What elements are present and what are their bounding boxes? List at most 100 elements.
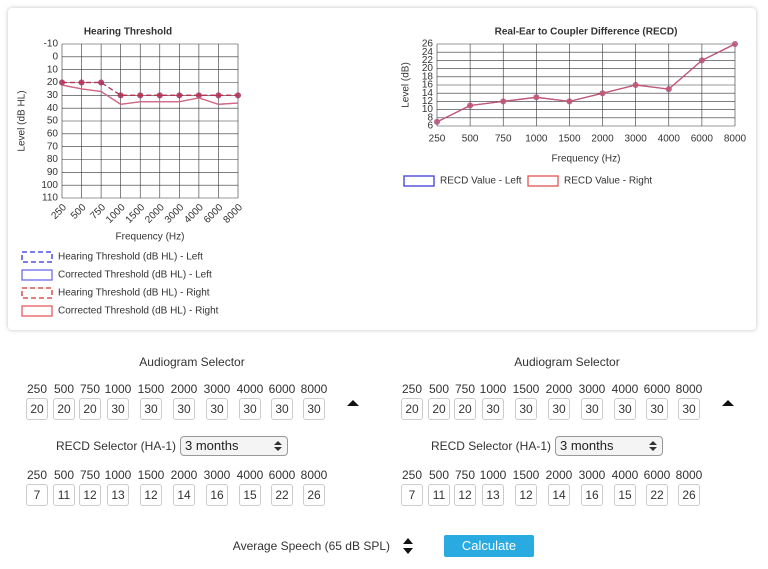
recd-input[interactable]: 13 (482, 484, 504, 506)
threshold-input[interactable]: 30 (107, 398, 129, 420)
threshold-input[interactable]: 20 (428, 398, 450, 420)
frequency-label: 8000 (675, 382, 703, 396)
chart-title: Hearing Threshold (84, 27, 172, 38)
threshold-input[interactable]: 30 (173, 398, 195, 420)
threshold-input[interactable]: 30 (271, 398, 293, 420)
frequency-label: 750 (454, 382, 476, 396)
recd-input[interactable]: 11 (428, 484, 450, 506)
x-tick-label: 2000 (143, 202, 167, 226)
data-point (78, 79, 85, 86)
threshold-input[interactable]: 30 (482, 398, 504, 420)
recd-input[interactable]: 26 (678, 484, 700, 506)
threshold-input[interactable]: 20 (79, 398, 101, 420)
recd-input[interactable]: 26 (303, 484, 325, 506)
x-tick-label: 6000 (202, 202, 226, 226)
threshold-input[interactable]: 30 (548, 398, 570, 420)
frequency-label: 250 (401, 468, 423, 482)
threshold-input[interactable]: 20 (53, 398, 75, 420)
data-point (235, 92, 241, 99)
frequency-label: 2000 (545, 382, 573, 396)
x-tick-label: 6000 (691, 134, 714, 145)
data-point (98, 79, 105, 86)
sort-icon[interactable] (402, 537, 414, 555)
recd-input[interactable]: 16 (206, 484, 228, 506)
threshold-input[interactable]: 30 (140, 398, 162, 420)
x-tick-label: 750 (495, 134, 512, 145)
frequency-label: 4000 (236, 468, 264, 482)
collapse-arrow[interactable] (346, 398, 360, 408)
legend-swatch (21, 251, 53, 263)
select-arrows (274, 441, 282, 451)
threshold-input[interactable]: 20 (454, 398, 476, 420)
legend-label: RECD Value - Left (440, 176, 522, 187)
threshold-input[interactable]: 30 (206, 398, 228, 420)
y-tick-label: 12 (422, 96, 434, 107)
legend-swatch (21, 269, 53, 281)
frequency-label: 500 (428, 382, 450, 396)
frequency-label: 1000 (479, 382, 507, 396)
threshold-input[interactable]: 30 (581, 398, 603, 420)
threshold-input[interactable]: 30 (239, 398, 261, 420)
recd-input[interactable]: 16 (581, 484, 603, 506)
recd-input[interactable]: 15 (614, 484, 636, 506)
data-point (137, 92, 144, 99)
y-tick-label: 50 (47, 116, 59, 127)
recd-input[interactable]: 11 (53, 484, 75, 506)
recd-input[interactable]: 22 (646, 484, 668, 506)
legend-label: Hearing Threshold (dB HL) - Right (58, 288, 210, 299)
y-tick-label: 6 (427, 121, 433, 132)
collapse-arrow[interactable] (721, 398, 735, 408)
x-tick-label: 1000 (104, 202, 128, 226)
recd-select[interactable]: 3 months (555, 436, 663, 456)
threshold-input[interactable]: 30 (678, 398, 700, 420)
x-tick-label: 3000 (625, 134, 648, 145)
frequency-label: 3000 (203, 468, 231, 482)
recd-input[interactable]: 13 (107, 484, 129, 506)
series-line (436, 43, 736, 123)
x-axis-label: Frequency (Hz) (552, 154, 621, 165)
x-tick-label: 500 (69, 202, 89, 222)
recd-input[interactable]: 22 (271, 484, 293, 506)
recd-input[interactable]: 14 (173, 484, 195, 506)
data-point (599, 90, 606, 97)
data-point (59, 79, 65, 86)
y-tick-label: 10 (422, 104, 434, 115)
data-point (732, 41, 738, 47)
chart-title: Real-Ear to Coupler Difference (RECD) (495, 27, 678, 38)
threshold-input[interactable]: 30 (303, 398, 325, 420)
recd-input[interactable]: 15 (239, 484, 261, 506)
frequency-label: 4000 (611, 468, 639, 482)
frequency-label: 1500 (137, 468, 165, 482)
threshold-input[interactable]: 20 (26, 398, 48, 420)
threshold-input[interactable]: 20 (401, 398, 423, 420)
y-tick-label: 40 (47, 103, 59, 114)
section-label: RECD Selector (HA-1) (55, 439, 176, 453)
y-tick-label: 20 (47, 77, 59, 88)
data-point (467, 102, 474, 109)
threshold-input[interactable]: 30 (646, 398, 668, 420)
x-tick-label: 8000 (221, 202, 245, 226)
recd-select[interactable]: 3 months (180, 436, 288, 456)
frequency-label: 750 (454, 468, 476, 482)
calculate-button[interactable]: Calculate (444, 535, 534, 557)
data-point (117, 92, 124, 99)
x-tick-label: 4000 (658, 134, 681, 145)
frequency-label: 1500 (137, 382, 165, 396)
y-tick-label: 100 (41, 180, 58, 191)
threshold-input[interactable]: 30 (614, 398, 636, 420)
y-tick-label: 26 (422, 39, 434, 50)
recd-input[interactable]: 12 (140, 484, 162, 506)
data-point (195, 92, 202, 99)
threshold-input[interactable]: 30 (515, 398, 537, 420)
select-arrows (649, 441, 657, 451)
data-point (632, 82, 639, 88)
recd-input[interactable]: 14 (548, 484, 570, 506)
y-tick-label: 16 (422, 80, 434, 91)
recd-input[interactable]: 12 (454, 484, 476, 506)
y-tick-label: 110 (42, 193, 58, 204)
recd-input[interactable]: 7 (401, 484, 423, 506)
recd-input[interactable]: 12 (79, 484, 101, 506)
recd-input[interactable]: 12 (515, 484, 537, 506)
recd-input[interactable]: 7 (26, 484, 48, 506)
